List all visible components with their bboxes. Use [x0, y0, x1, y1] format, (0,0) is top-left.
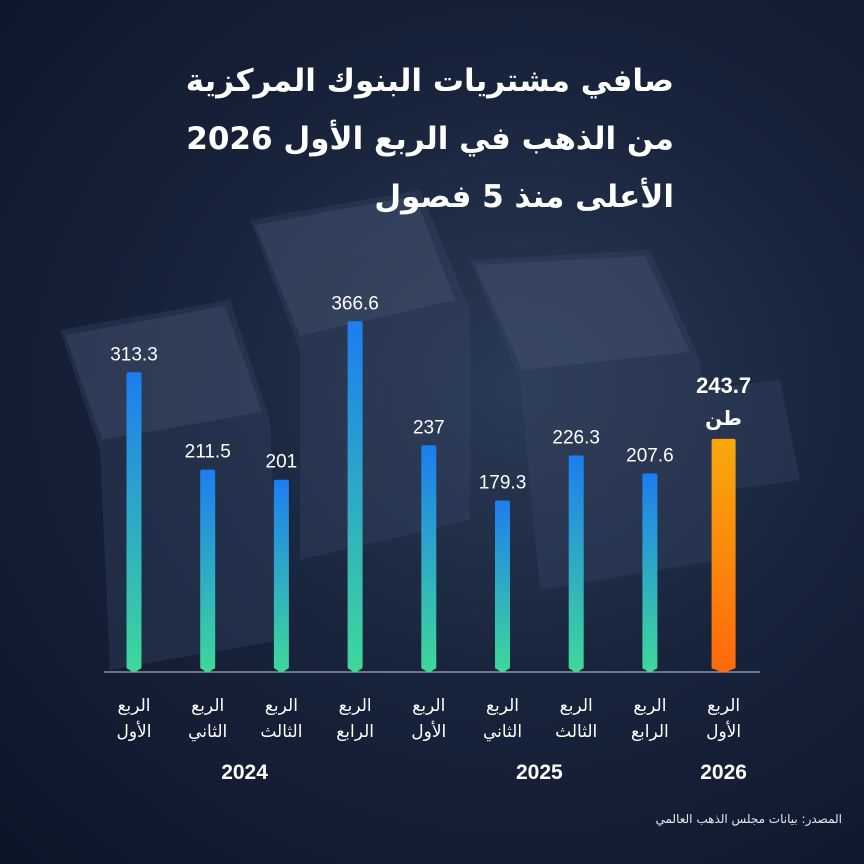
- bar: [273, 479, 289, 669]
- value-label-highlight: 243.7: [696, 373, 751, 398]
- category-label: الثاني: [188, 722, 227, 742]
- category-label: الربع: [707, 696, 740, 716]
- value-label: 366.6: [331, 293, 379, 314]
- unit-label: طن: [705, 406, 742, 430]
- bar-tip: [273, 668, 289, 673]
- bar-highlight: [711, 438, 736, 669]
- category-label: الربع: [265, 696, 298, 716]
- bar: [126, 372, 142, 669]
- bar-tip: [642, 668, 658, 673]
- title-line-3: الأعلى منذ 5 فصول: [374, 179, 674, 215]
- category-label: الربع: [633, 696, 666, 716]
- title-line-1: صافي مشتريات البنوك المركزية: [185, 63, 674, 99]
- category-label: الأول: [411, 721, 446, 742]
- value-label: 313.3: [110, 344, 158, 365]
- value-label: 226.3: [552, 428, 600, 449]
- bar: [495, 500, 510, 669]
- chart-title: صافي مشتريات البنوك المركزية من الذهب في…: [54, 52, 674, 226]
- bar-tip: [347, 668, 363, 673]
- category-label: الربع: [560, 696, 593, 716]
- value-label: 201: [266, 452, 298, 473]
- category-label: الأول: [706, 721, 741, 742]
- bar-tip: [495, 668, 510, 673]
- category-label: الثاني: [483, 722, 522, 742]
- category-label: الربع: [412, 696, 445, 716]
- year-label: 2024: [221, 761, 268, 784]
- year-label: 2025: [516, 761, 563, 784]
- category-label: الثالث: [555, 722, 597, 742]
- bar: [421, 445, 437, 669]
- bar: [200, 469, 216, 669]
- category-label: الأول: [117, 721, 152, 742]
- bar: [568, 455, 584, 669]
- title-line-2: من الذهب في الربع الأول 2026: [186, 121, 674, 157]
- value-label: 179.3: [479, 472, 527, 493]
- value-label: 207.6: [626, 445, 674, 466]
- category-label: الرابع: [631, 722, 669, 742]
- bar-tip: [711, 668, 736, 673]
- source-note: المصدر: بيانات مجلس الذهب العالمي: [655, 812, 842, 826]
- bar: [642, 473, 658, 669]
- bar: [347, 321, 363, 669]
- category-label: الثالث: [260, 722, 302, 742]
- bar-tip: [421, 668, 437, 673]
- value-label: 237: [413, 417, 445, 438]
- category-label: الربع: [339, 696, 372, 716]
- year-label: 2026: [700, 761, 747, 784]
- category-label: الرابع: [336, 722, 374, 742]
- category-label: الربع: [191, 696, 224, 716]
- bar-tip: [568, 668, 584, 673]
- category-label: الربع: [117, 696, 150, 716]
- value-label: 211.5: [185, 442, 231, 463]
- category-label: الربع: [486, 696, 519, 716]
- bar-tip: [126, 668, 142, 673]
- bar-tip: [200, 668, 216, 673]
